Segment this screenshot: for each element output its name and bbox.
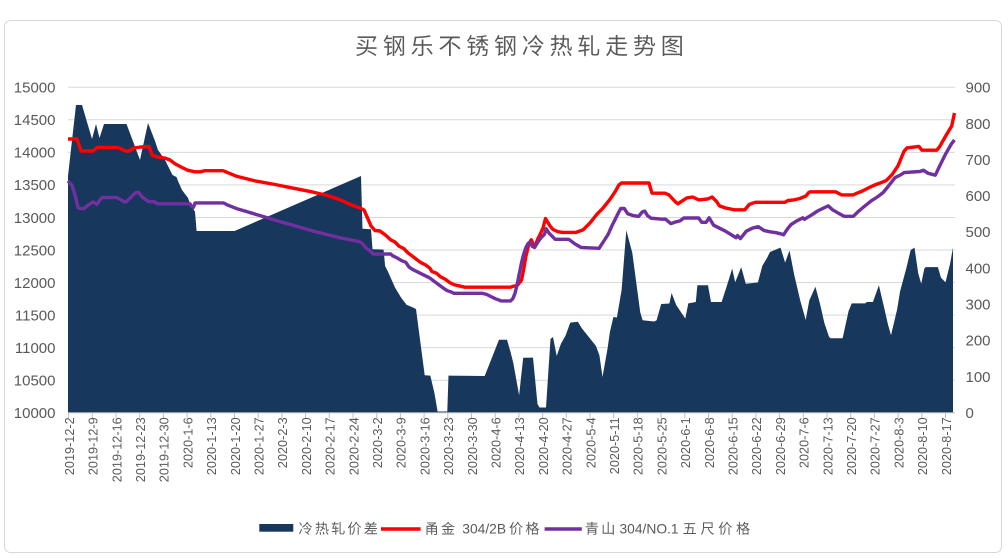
svg-text:13000: 13000 (14, 210, 56, 227)
svg-text:2020-4-27: 2020-4-27 (561, 417, 575, 475)
svg-text:900: 900 (966, 80, 991, 97)
svg-text:2020-5-25: 2020-5-25 (655, 417, 669, 475)
svg-text:2020-6-29: 2020-6-29 (774, 417, 788, 475)
svg-text:2020-3-23: 2020-3-23 (442, 417, 456, 475)
svg-text:11500: 11500 (15, 307, 56, 324)
svg-text:304/2B: 304/2B (462, 521, 506, 536)
svg-text:2020-3-16: 2020-3-16 (418, 417, 432, 475)
svg-text:2020-2-17: 2020-2-17 (324, 417, 338, 475)
svg-text:2020-2-10: 2020-2-10 (300, 417, 314, 475)
svg-text:800: 800 (966, 116, 991, 133)
svg-text:2019-12-2: 2019-12-2 (63, 417, 77, 475)
svg-text:2020-5-18: 2020-5-18 (632, 417, 646, 475)
svg-text:2020-4-13: 2020-4-13 (513, 417, 527, 475)
svg-text:2020-2-24: 2020-2-24 (347, 417, 361, 475)
svg-text:2020-7-20: 2020-7-20 (845, 417, 859, 475)
svg-text:2020-1-13: 2020-1-13 (205, 417, 219, 475)
svg-text:14500: 14500 (14, 112, 56, 129)
svg-text:2020-6-15: 2020-6-15 (727, 417, 741, 475)
svg-text:200: 200 (966, 333, 991, 350)
svg-text:2020-8-3: 2020-8-3 (892, 417, 906, 468)
svg-text:400: 400 (966, 260, 991, 277)
svg-text:2020-5-11: 2020-5-11 (608, 417, 622, 474)
svg-text:2020-3-9: 2020-3-9 (395, 417, 409, 468)
svg-text:2020-7-27: 2020-7-27 (869, 417, 883, 475)
svg-text:2020-6-8: 2020-6-8 (703, 417, 717, 468)
svg-text:13500: 13500 (14, 177, 56, 194)
svg-text:2020-6-22: 2020-6-22 (750, 417, 764, 475)
svg-text:304/NO.1: 304/NO.1 (620, 521, 679, 536)
svg-text:11000: 11000 (15, 340, 56, 357)
svg-text:700: 700 (966, 152, 991, 169)
svg-text:2020-6-1: 2020-6-1 (679, 417, 693, 468)
svg-text:14000: 14000 (14, 145, 56, 162)
svg-text:2019-12-30: 2019-12-30 (158, 417, 172, 482)
svg-text:2020-7-6: 2020-7-6 (798, 417, 812, 468)
svg-text:500: 500 (966, 224, 991, 241)
svg-text:2020-1-6: 2020-1-6 (181, 417, 195, 468)
svg-text:2020-1-20: 2020-1-20 (229, 417, 243, 475)
svg-text:2020-3-30: 2020-3-30 (466, 417, 480, 475)
svg-text:2020-7-13: 2020-7-13 (821, 417, 835, 475)
svg-text:2019-12-9: 2019-12-9 (87, 417, 101, 475)
svg-text:2019-12-16: 2019-12-16 (110, 417, 124, 482)
svg-text:2020-8-17: 2020-8-17 (940, 417, 954, 475)
svg-text:10000: 10000 (14, 405, 56, 422)
svg-text:300: 300 (966, 297, 991, 314)
svg-text:2020-8-10: 2020-8-10 (916, 417, 930, 475)
svg-text:10500: 10500 (14, 373, 56, 390)
svg-text:2019-12-23: 2019-12-23 (134, 417, 148, 482)
svg-text:2020-3-2: 2020-3-2 (371, 417, 385, 468)
svg-text:2020-4-6: 2020-4-6 (490, 417, 504, 468)
svg-text:0: 0 (966, 405, 974, 422)
svg-text:2020-5-4: 2020-5-4 (584, 417, 598, 468)
svg-text:12500: 12500 (14, 242, 56, 259)
svg-text:100: 100 (966, 369, 991, 386)
svg-text:15000: 15000 (14, 80, 56, 97)
svg-text:2020-1-27: 2020-1-27 (253, 417, 267, 475)
svg-text:12000: 12000 (14, 275, 56, 292)
svg-text:2020-4-20: 2020-4-20 (537, 417, 551, 475)
svg-text:2020-2-3: 2020-2-3 (276, 417, 290, 468)
svg-text:600: 600 (966, 188, 991, 205)
